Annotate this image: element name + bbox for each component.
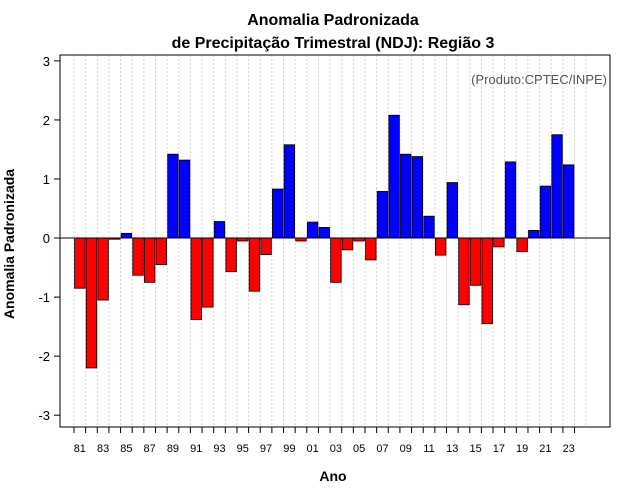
x-tick-label: 17 (493, 443, 505, 455)
bar-07 (376, 190, 389, 239)
bar-12 (435, 237, 447, 256)
x-tick-label: 83 (97, 443, 109, 455)
grid-lines (73, 55, 587, 427)
bar-06 (365, 237, 377, 261)
bar-03 (330, 237, 342, 283)
bar-96 (248, 237, 261, 292)
x-tick-label: 91 (190, 443, 202, 455)
y-axis-title: Anomalia Padronizada (1, 169, 17, 319)
y-axis: -3 -2 -1 0 1 2 3 (38, 54, 60, 423)
bar-10 (411, 156, 424, 239)
x-tick-label: 21 (539, 443, 551, 455)
y-tick-label: -3 (38, 408, 50, 423)
x-tick-label: 01 (306, 443, 318, 455)
source-annotation: (Produto:CPTEC/INPE) (471, 72, 607, 87)
bar-87 (144, 237, 156, 283)
x-tick-label: 07 (376, 443, 388, 455)
bar-19 (516, 237, 528, 253)
bar-18 (504, 161, 517, 239)
bar-21 (539, 185, 552, 239)
x-tick-label: 85 (120, 443, 132, 455)
bar-83 (97, 237, 109, 301)
bar-22 (551, 134, 563, 239)
bar-85 (120, 232, 133, 239)
bar-09 (400, 153, 412, 239)
bar-81 (74, 237, 86, 289)
bar-94 (225, 237, 237, 273)
y-tick-label: 1 (43, 172, 50, 187)
bar-92 (202, 237, 214, 308)
bar-89 (167, 153, 179, 239)
x-tick-label: 95 (237, 443, 249, 455)
bar-86 (132, 237, 144, 276)
bar-01 (306, 221, 319, 239)
bar-15 (469, 237, 482, 286)
x-tick-label: 89 (167, 443, 179, 455)
bar-08 (388, 114, 400, 239)
y-tick-label: 3 (43, 54, 50, 69)
chart-title-line1: Anomalia Padronizada (247, 12, 419, 29)
bar-04 (341, 237, 354, 251)
x-tick-label: 05 (353, 443, 365, 455)
x-tick-label: 81 (74, 443, 86, 455)
bar-14 (458, 237, 470, 306)
chart-title-line2: de Precipitação Trimestral (NDJ): Região… (172, 35, 495, 52)
x-tick-label: 97 (260, 443, 272, 455)
x-tick-label: 13 (446, 443, 458, 455)
x-tick-label: 09 (400, 443, 412, 455)
x-tick-label: 93 (213, 443, 225, 455)
x-tick-label: 03 (330, 443, 342, 455)
bar-93 (213, 221, 226, 239)
bar-16 (481, 237, 493, 325)
bar-23 (563, 164, 575, 239)
bar-91 (190, 237, 202, 320)
bar-88 (155, 237, 167, 266)
bar-02 (318, 227, 330, 239)
bar-99 (283, 144, 295, 239)
x-tick-label: 19 (516, 443, 528, 455)
y-tick-label: -1 (38, 290, 50, 305)
y-tick-label: 2 (43, 113, 50, 128)
bar-90 (178, 159, 191, 239)
x-tick-label: 99 (283, 443, 295, 455)
plot-frame (59, 54, 611, 428)
bar-13 (446, 182, 458, 239)
bar-97 (260, 237, 272, 255)
x-axis: 81 83 85 87 89 91 93 95 97 99 01 03 05 07 09 11 13 15 17 19… (73, 427, 576, 455)
bar-82 (85, 237, 98, 369)
x-axis-title: Ano (319, 468, 346, 484)
y-tick-label: -2 (38, 349, 50, 364)
x-tick-label: 23 (563, 443, 575, 455)
bars-series (74, 114, 575, 369)
x-tick-label: 87 (144, 443, 156, 455)
bar-11 (423, 215, 435, 239)
x-tick-label: 11 (423, 443, 434, 455)
x-tick-label: 15 (469, 443, 481, 455)
bar-17 (493, 237, 505, 248)
bar-20 (528, 229, 540, 239)
bar-98 (272, 188, 284, 239)
y-tick-label: 0 (43, 231, 50, 246)
